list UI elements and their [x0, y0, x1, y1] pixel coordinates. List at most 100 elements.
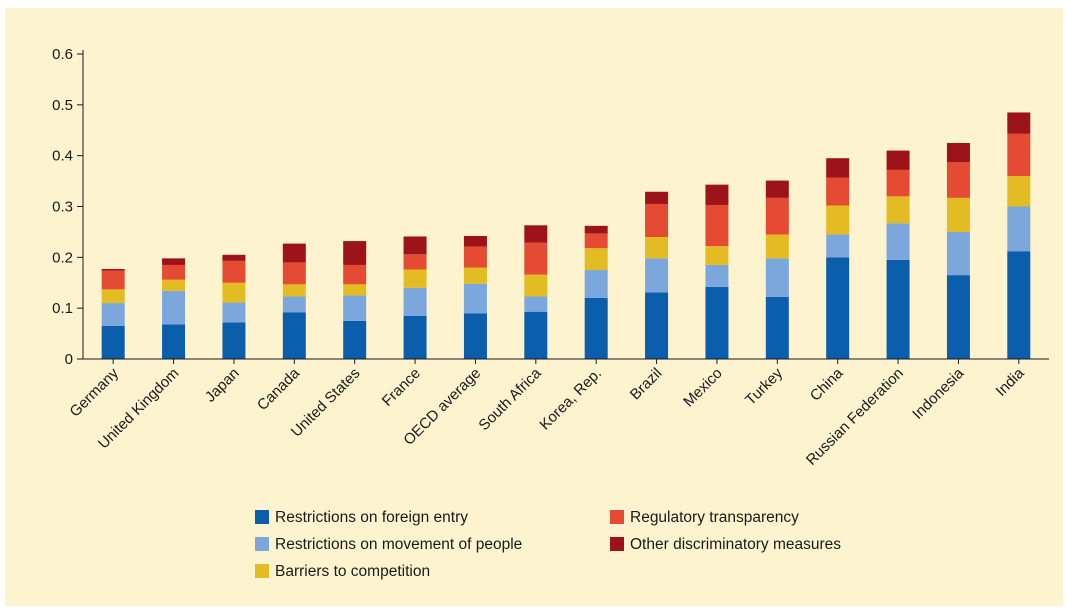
legend-item: Barriers to competition [255, 563, 430, 580]
bar-segment [584, 233, 608, 249]
bar-segment [1007, 112, 1031, 134]
bar-segment [645, 191, 669, 204]
legend-item: Regulatory transparency [610, 509, 799, 526]
bar-segment [101, 269, 125, 271]
legend-label: Barriers to competition [275, 563, 430, 580]
bar-segment [162, 258, 186, 265]
legend-label: Other discriminatory measures [630, 536, 841, 553]
bar-segment [826, 158, 850, 178]
legend-swatch [610, 537, 624, 551]
bar-segment [765, 197, 789, 235]
bar-segment [765, 234, 789, 259]
bar-segment [162, 264, 186, 280]
bar-segment [765, 296, 789, 359]
bar-segment [403, 254, 427, 270]
bar-segment [886, 196, 910, 224]
bar-segment [343, 320, 367, 360]
bar-segment [343, 264, 367, 285]
bar-segment [584, 248, 608, 271]
bar-segment [463, 267, 487, 284]
bar-segment [645, 237, 669, 259]
bar-segment [222, 282, 246, 303]
bar-segment [101, 325, 125, 359]
bar-segment [765, 258, 789, 297]
x-tick-label: Brazil [627, 365, 666, 404]
bar-segment [705, 184, 729, 205]
y-tick-label: 0.2 [52, 249, 73, 266]
bar-segment [705, 286, 729, 359]
bar-segment [946, 142, 970, 163]
bar-segment [946, 162, 970, 198]
bar-segment [826, 177, 850, 206]
x-tick-label: Turkey [742, 364, 786, 408]
bar-segment [222, 322, 246, 359]
bar-segment [282, 284, 306, 297]
bar-segment [584, 270, 608, 298]
x-tick-label: France [379, 365, 424, 410]
bar-segment [463, 313, 487, 359]
bar-segment [524, 311, 548, 359]
bar-segment [222, 260, 246, 283]
bar-segment [946, 197, 970, 232]
bars-layer [101, 112, 1031, 360]
x-tick-label: Mexico [680, 365, 726, 411]
bar-segment [524, 225, 548, 243]
bar-segment [1007, 251, 1031, 359]
y-tick-label: 0.5 [52, 97, 73, 114]
legend-label: Restrictions on movement of people [275, 536, 522, 553]
bar-segment [826, 205, 850, 235]
x-tick-label: Japan [202, 365, 243, 406]
bar-segment [1007, 133, 1031, 176]
bar-segment [162, 279, 186, 291]
x-tick-label: South Africa [475, 364, 545, 434]
bar-segment [222, 254, 246, 261]
bar-segment [403, 287, 427, 316]
bar-segment [282, 262, 306, 285]
y-tick-label: 0.1 [52, 300, 73, 317]
y-tick-label: 0.3 [52, 199, 73, 216]
bar-segment [524, 274, 548, 297]
bar-segment [584, 225, 608, 234]
bar-segment [162, 324, 186, 359]
x-tick-label: China [807, 364, 847, 404]
bar-segment [222, 302, 246, 323]
bar-segment [101, 303, 125, 326]
y-tick-labels: 0 0.1 0.2 0.3 0.4 0.5 0.6 [52, 46, 73, 368]
bar-segment [403, 236, 427, 255]
legend-item: Restrictions on foreign entry [255, 509, 468, 526]
legend: Restrictions on foreign entry Restriction… [255, 509, 841, 580]
legend-swatch [255, 564, 269, 578]
bar-segment [765, 180, 789, 198]
y-tick-label: 0.6 [52, 46, 73, 63]
bar-segment [886, 169, 910, 197]
y-tick-label: 0 [65, 351, 73, 368]
bar-segment [886, 223, 910, 260]
bar-segment [343, 284, 367, 296]
bar-segment [403, 269, 427, 288]
x-tick-label: Indonesia [909, 364, 967, 422]
bar-segment [826, 234, 850, 258]
bar-segment [101, 289, 125, 304]
bar-segment [524, 296, 548, 312]
x-tick-label: Germany [66, 364, 122, 420]
x-tick-label: Canada [254, 364, 304, 414]
legend-swatch [610, 510, 624, 524]
x-tick-label: Korea, Rep. [536, 365, 605, 434]
bar-segment [463, 235, 487, 247]
bar-segment [826, 257, 850, 359]
chart-panel: 0 0.1 0.2 0.3 0.4 0.5 0.6 Germany United Kingdo… [5, 8, 1063, 606]
bar-segment [343, 241, 367, 265]
bar-segment [886, 150, 910, 170]
y-tick-label: 0.4 [52, 148, 73, 165]
legend-label: Regulatory transparency [630, 509, 799, 526]
legend-label: Restrictions on foreign entry [275, 509, 468, 526]
bar-segment [946, 275, 970, 360]
bar-segment [343, 295, 367, 321]
bar-segment [705, 246, 729, 265]
bar-segment [282, 312, 306, 359]
bar-segment [705, 204, 729, 247]
legend-swatch [255, 537, 269, 551]
axes-layer [77, 50, 1049, 364]
bar-segment [282, 296, 306, 313]
